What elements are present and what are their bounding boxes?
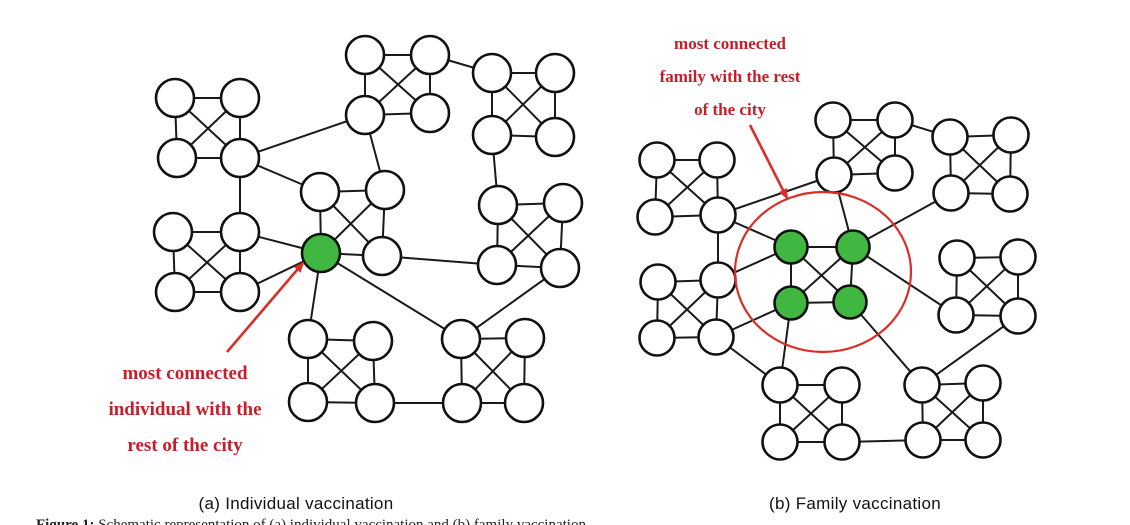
person-node-a xyxy=(344,34,386,76)
annotation-arrow-a xyxy=(226,261,305,353)
person-node-b xyxy=(761,366,799,404)
annotation-line: rest of the city xyxy=(127,435,243,456)
person-node-a xyxy=(287,381,329,423)
person-node-b xyxy=(991,175,1029,213)
person-node-a xyxy=(409,34,451,76)
person-node-a xyxy=(219,211,261,253)
person-node-a xyxy=(441,382,483,424)
nodes-layer xyxy=(152,34,1037,461)
person-node-b xyxy=(932,174,970,212)
vaccinated-node-a xyxy=(300,232,342,274)
vaccinated-node-b xyxy=(832,284,868,320)
person-node-a xyxy=(539,247,581,289)
person-node-b xyxy=(697,318,735,356)
person-node-b xyxy=(636,198,674,236)
caption-family-vaccination: (b) Family vaccination xyxy=(769,494,941,513)
person-node-a xyxy=(440,318,482,360)
person-node-a xyxy=(219,271,261,313)
person-node-a xyxy=(287,318,329,360)
person-node-a xyxy=(542,182,584,224)
person-node-a xyxy=(364,169,406,211)
annotations-layer xyxy=(226,124,913,354)
graph-edge-b xyxy=(717,174,835,216)
person-node-a xyxy=(476,244,518,286)
family-highlight-ellipse xyxy=(733,190,913,354)
person-node-b xyxy=(638,141,676,179)
person-node-a xyxy=(154,271,196,313)
person-node-a xyxy=(477,184,519,226)
graph-edge-a xyxy=(320,252,462,340)
person-node-b xyxy=(931,118,969,156)
person-node-b xyxy=(904,421,942,459)
person-node-b xyxy=(999,297,1037,335)
person-node-b xyxy=(639,263,677,301)
person-node-b xyxy=(823,423,861,461)
person-node-b xyxy=(964,421,1002,459)
person-node-a xyxy=(152,211,194,253)
person-node-b xyxy=(823,366,861,404)
person-node-b xyxy=(761,423,799,461)
person-node-b xyxy=(964,364,1002,402)
person-node-b xyxy=(815,156,853,194)
vaccinated-node-b xyxy=(773,285,809,321)
person-node-a xyxy=(154,77,196,119)
person-node-a xyxy=(299,171,341,213)
person-node-b xyxy=(992,116,1030,154)
person-node-a xyxy=(219,137,261,179)
graph-edge-b xyxy=(921,315,1019,386)
person-node-a xyxy=(503,382,545,424)
annotation-line: family with the rest xyxy=(659,67,801,86)
caption-individual-vaccination: (a) Individual vaccination xyxy=(198,494,394,513)
person-node-a xyxy=(156,137,198,179)
annotation-line: most connected xyxy=(122,363,248,384)
person-node-a xyxy=(534,116,576,158)
person-node-b xyxy=(638,319,676,357)
figure-caption-label: Figure 1: xyxy=(36,517,95,525)
person-node-b xyxy=(999,238,1037,276)
person-node-b xyxy=(699,196,737,234)
person-node-b xyxy=(698,141,736,179)
annotation-line: of the city xyxy=(694,100,766,119)
person-node-b xyxy=(814,101,852,139)
person-node-a xyxy=(471,114,513,156)
graph-edge-a xyxy=(460,267,561,340)
graph-edge-a xyxy=(239,114,366,159)
person-node-a xyxy=(504,317,546,359)
person-node-a xyxy=(352,320,394,362)
person-node-a xyxy=(471,52,513,94)
annotation-label-individual: most connected individual with the rest … xyxy=(79,356,291,464)
person-node-b xyxy=(938,239,976,277)
figure-caption-clipped: Figure 1: Schematic representation of (a… xyxy=(36,517,590,525)
person-node-b xyxy=(699,261,737,299)
person-node-b xyxy=(876,154,914,192)
annotation-arrow-b xyxy=(748,124,789,200)
annotation-line: most connected xyxy=(674,34,786,53)
annotation-line: individual with the xyxy=(108,399,262,420)
person-node-a xyxy=(354,382,396,424)
vaccinated-node-b xyxy=(773,229,809,265)
annotation-label-family: most connected family with the rest of t… xyxy=(630,27,830,126)
person-node-b xyxy=(876,101,914,139)
person-node-a xyxy=(409,92,451,134)
graph-edge-b xyxy=(852,246,957,316)
person-node-b xyxy=(937,296,975,334)
person-node-a xyxy=(344,94,386,136)
vaccinated-node-b xyxy=(835,229,871,265)
person-node-b xyxy=(903,366,941,404)
person-node-a xyxy=(219,77,261,119)
figure-caption-text: Schematic representation of (a) individu… xyxy=(94,517,590,525)
person-node-a xyxy=(534,52,576,94)
person-node-a xyxy=(361,235,403,277)
